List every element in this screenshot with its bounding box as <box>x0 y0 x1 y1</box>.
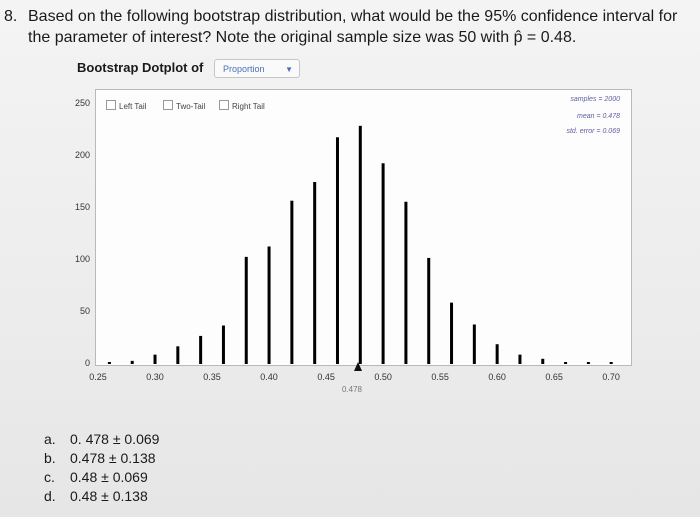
question-number: 8. <box>4 8 18 25</box>
dotplot-area <box>95 89 632 366</box>
dot-column <box>450 302 454 364</box>
x-tick-label: 0.60 <box>488 372 506 382</box>
dot-column <box>609 362 613 364</box>
dropdown-value: Proportion <box>223 64 265 74</box>
dot-column <box>107 362 111 364</box>
question-line-2: the parameter of interest? Note the orig… <box>28 29 577 46</box>
std-error-stat: std. error = 0.069 <box>566 128 620 135</box>
dot-column <box>358 125 362 364</box>
dot-column <box>290 200 294 364</box>
x-tick-label: 0.25 <box>89 372 107 382</box>
dot-column <box>153 354 157 364</box>
checkbox-icon[interactable] <box>163 100 173 110</box>
dot-column <box>541 358 545 364</box>
x-tick-label: 0.50 <box>374 372 392 382</box>
dot-column <box>564 362 568 364</box>
samples-stat: samples = 2000 <box>570 96 620 103</box>
question-line-1: Based on the following bootstrap distrib… <box>28 8 678 25</box>
dot-column <box>335 137 339 364</box>
mean-marker-label: 0.478 <box>341 385 363 394</box>
dot-column <box>427 257 431 364</box>
y-tick-label: 200 <box>74 150 90 160</box>
dotplot-title: Bootstrap Dotplot of <box>77 60 204 75</box>
y-tick-label: 100 <box>74 254 90 264</box>
right-tail-option[interactable]: Right Tail <box>219 100 265 111</box>
mean-stat: mean = 0.478 <box>576 113 620 120</box>
x-tick-label: 0.70 <box>602 372 620 382</box>
dot-column <box>313 182 317 364</box>
right-tail-label: Right Tail <box>232 102 265 111</box>
dot-column <box>244 256 248 364</box>
x-tick-label: 0.65 <box>545 372 563 382</box>
two-tail-label: Two-Tail <box>176 102 206 111</box>
dot-column <box>267 246 271 364</box>
dot-column <box>381 163 385 364</box>
left-tail-option[interactable]: Left Tail <box>106 100 146 111</box>
y-tick-label: 250 <box>74 98 90 108</box>
dot-column <box>199 335 203 364</box>
y-tick-label: 0 <box>84 358 90 368</box>
dot-column <box>176 346 180 364</box>
dot-column <box>472 324 476 364</box>
mean-marker-icon <box>354 362 363 371</box>
dot-column <box>518 354 522 364</box>
x-tick-label: 0.45 <box>317 372 335 382</box>
choice-d[interactable]: d. 0.48 ± 0.138 <box>44 488 148 504</box>
dot-column <box>130 360 134 364</box>
x-tick-label: 0.55 <box>431 372 449 382</box>
y-tick-label: 150 <box>74 202 90 212</box>
choice-c[interactable]: c. 0.48 ± 0.069 <box>44 469 148 485</box>
statistic-dropdown[interactable]: Proportion ▼ <box>214 59 300 78</box>
checkbox-icon[interactable] <box>219 100 229 110</box>
dot-column <box>495 344 499 364</box>
dot-column <box>586 362 590 364</box>
choice-b[interactable]: b. 0.478 ± 0.138 <box>44 450 156 466</box>
chevron-down-icon: ▼ <box>285 65 293 74</box>
dot-column <box>404 201 408 364</box>
two-tail-option[interactable]: Two-Tail <box>163 100 205 111</box>
y-tick-label: 50 <box>79 306 90 316</box>
answer-choices: a. 0. 478 ± 0.069 b. 0.478 ± 0.138 c. 0.48 … <box>44 430 159 506</box>
choice-a[interactable]: a. 0. 478 ± 0.069 <box>44 431 160 447</box>
x-tick-label: 0.35 <box>203 372 221 382</box>
x-tick-label: 0.40 <box>260 372 278 382</box>
checkbox-icon[interactable] <box>106 100 116 110</box>
left-tail-label: Left Tail <box>119 102 147 111</box>
x-tick-label: 0.30 <box>146 372 164 382</box>
dot-column <box>221 325 225 364</box>
